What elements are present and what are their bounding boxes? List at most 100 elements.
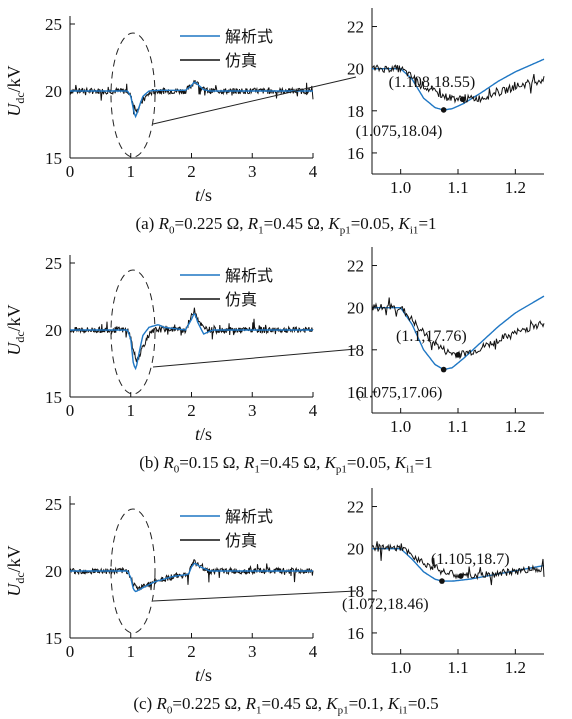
panel-b-zoom-y-tick-label: 16 bbox=[347, 383, 364, 402]
panel-c-zoom-marker-point bbox=[458, 573, 464, 579]
panel-a-main-x-tick-label: 3 bbox=[248, 162, 257, 181]
panel-c-main-x-tick-label: 4 bbox=[309, 642, 318, 661]
panel-b-main-legend-simulation-label: 仿真 bbox=[225, 290, 257, 309]
panel-c-main-y-tick-label: 15 bbox=[45, 629, 62, 648]
caption-a-r1: 0.45 Ω bbox=[273, 214, 320, 233]
caption-a-prefix: (a) bbox=[135, 214, 159, 233]
panel-b-main-x-tick-label: 3 bbox=[248, 401, 257, 420]
panel-a-main-x-tick-label: 4 bbox=[309, 162, 318, 181]
caption-c-r1: 0.45 Ω bbox=[271, 694, 318, 713]
caption-b-r0: 0.15 Ω bbox=[188, 453, 236, 472]
caption-c: (c) R0=0.225 Ω, R1=0.45 Ω, Kp1=0.1, Ki1=… bbox=[133, 694, 439, 717]
panel-b-main-x-tick-label: 2 bbox=[187, 401, 196, 420]
panel-c-main-zoom-ellipse bbox=[110, 508, 156, 634]
panel-a-zoom-marker-point bbox=[440, 107, 447, 113]
panel-b-zoom-x-tick-label: 1.1 bbox=[447, 417, 468, 436]
panel-b-main-series-analytic bbox=[70, 312, 313, 371]
panel-b-main-y-tick-label: 15 bbox=[45, 388, 62, 407]
panel-c-main-x-tick-label: 0 bbox=[66, 642, 75, 661]
panel-c-zoom-x-tick-label: 1.1 bbox=[447, 658, 468, 677]
panel-a-zoom-y-tick-label: 18 bbox=[347, 102, 364, 121]
panel-b-main-zoom-connector bbox=[152, 348, 357, 368]
panel-b-main-x-tick-label: 0 bbox=[66, 401, 75, 420]
panel-a-zoom-point-label: (1.108,18.55) bbox=[389, 74, 476, 91]
panel-c-main-legend-analytic-label: 解析式 bbox=[225, 507, 273, 526]
panel-a-zoom-x-tick-label: 1.1 bbox=[447, 178, 468, 197]
panel-b-main-series-simulation bbox=[69, 307, 314, 363]
panel-c-zoom-x-tick-label: 1.0 bbox=[390, 658, 411, 677]
panel-c-zoom-x-tick-label: 1.2 bbox=[505, 658, 526, 677]
panel-a-main-legend-simulation-label: 仿真 bbox=[225, 51, 257, 70]
panel-a-main-zoom-ellipse bbox=[110, 32, 156, 158]
panel-b-zoom-y-tick-label: 22 bbox=[347, 257, 364, 276]
panel-c-main-x-tick-label: 1 bbox=[127, 642, 136, 661]
panel-c-zoom-marker-point bbox=[439, 578, 445, 584]
caption-c-ki1: 0.5 bbox=[417, 694, 439, 713]
panel-b-zoom-y-tick-label: 20 bbox=[347, 299, 364, 318]
panel-a-main-y-tick-label: 20 bbox=[45, 82, 62, 101]
panel-c-zoom-point-label: (1.105,18.7) bbox=[431, 551, 510, 568]
panel-b-zoom-x-tick-label: 1.2 bbox=[505, 417, 526, 436]
panel-a-zoom-marker-point bbox=[459, 96, 466, 103]
caption-c-r0: 0.225 Ω bbox=[181, 694, 238, 713]
caption-b-prefix: (b) bbox=[139, 453, 164, 472]
panel-c-zoom-point-label: (1.072,18.46) bbox=[342, 596, 429, 613]
caption-b-ki1: 1 bbox=[424, 453, 433, 472]
panel-a-zoom-y-tick-label: 22 bbox=[347, 18, 364, 37]
panel-c-zoom-y-tick-label: 20 bbox=[347, 540, 364, 559]
panel-b-zoom-marker-point bbox=[440, 366, 447, 373]
panel-b-zoom-point-label: (1.1,17.76) bbox=[396, 328, 467, 345]
caption-a-kp1: 0.05 bbox=[360, 214, 391, 233]
panel-a-zoom-series-simulation bbox=[371, 64, 545, 104]
panel-b-zoom-x-tick-label: 1.0 bbox=[390, 417, 411, 436]
panel-c-main-x-tick-label: 2 bbox=[187, 642, 196, 661]
panel-a-main-x-axis-label: t/s bbox=[195, 185, 212, 205]
panel-a-zoom-y-tick-label: 20 bbox=[347, 60, 364, 79]
panel-c-main-zoom-connector bbox=[152, 590, 357, 602]
panel-b-main-y-axis-label: Udc/kV bbox=[4, 304, 27, 355]
panel-a-main-y-tick-label: 15 bbox=[45, 149, 62, 168]
caption-b-kp1: 0.05 bbox=[356, 453, 387, 472]
caption-a: (a) R0=0.225 Ω, R1=0.45 Ω, Kp1=0.05, Ki1… bbox=[135, 214, 437, 237]
panel-b-main-x-tick-label: 1 bbox=[127, 401, 136, 420]
panel-a-main-y-axis-label: Udc/kV bbox=[4, 65, 27, 116]
panel-c-zoom-y-tick-label: 18 bbox=[347, 582, 364, 601]
caption-a-ki1: 1 bbox=[428, 214, 437, 233]
panel-b-zoom-y-tick-label: 18 bbox=[347, 341, 364, 360]
panel-c-main-y-tick-label: 20 bbox=[45, 562, 62, 581]
panel-a-main-legend-analytic-label: 解析式 bbox=[225, 27, 273, 46]
panel-a-main-zoom-connector bbox=[152, 76, 357, 125]
panel-a-main-y-tick-label: 25 bbox=[45, 15, 62, 34]
caption-a-r0: 0.225 Ω bbox=[184, 214, 240, 233]
panel-a-zoom-series-analytic bbox=[372, 58, 545, 111]
panel-a-zoom-y-tick-label: 16 bbox=[347, 144, 364, 163]
panel-a-zoom-x-tick-label: 1.2 bbox=[505, 178, 526, 197]
panel-c-main-series-simulation bbox=[69, 559, 314, 592]
panel-b-main-legend-analytic-label: 解析式 bbox=[225, 266, 273, 285]
caption-c-kp1: 0.1 bbox=[358, 694, 380, 713]
panel-a-zoom-point-label: (1.075,18.04) bbox=[356, 123, 443, 140]
caption-c-prefix: (c) bbox=[133, 694, 157, 713]
panel-c-zoom-y-tick-label: 22 bbox=[347, 498, 364, 517]
panel-c-main-series-analytic bbox=[70, 562, 313, 593]
panel-b-zoom-marker-point bbox=[455, 352, 461, 358]
panel-a-main-x-tick-label: 1 bbox=[127, 162, 136, 181]
panel-a-main-series-analytic bbox=[70, 81, 313, 119]
panel-b-main-x-axis-label: t/s bbox=[195, 424, 212, 444]
panel-c-main-x-tick-label: 3 bbox=[248, 642, 257, 661]
panel-c-zoom-y-tick-label: 16 bbox=[347, 624, 364, 643]
panel-c-main-y-tick-label: 25 bbox=[45, 495, 62, 514]
panel-a-main-x-tick-label: 2 bbox=[187, 162, 196, 181]
panel-b-zoom-point-label: (1.075,17.06) bbox=[356, 385, 443, 402]
caption-b-r1: 0.45 Ω bbox=[269, 453, 317, 472]
panel-a-zoom-x-tick-label: 1.0 bbox=[390, 178, 411, 197]
panel-c-main-x-axis-label: t/s bbox=[195, 665, 212, 685]
caption-b: (b) R0=0.15 Ω, R1=0.45 Ω, Kp1=0.05, Ki1=… bbox=[139, 453, 433, 476]
panel-b-main-y-tick-label: 20 bbox=[45, 321, 62, 340]
panel-c-main-y-axis-label: Udc/kV bbox=[4, 545, 27, 596]
panel-b-main-zoom-ellipse bbox=[110, 269, 156, 395]
panel-c-zoom-series-simulation bbox=[371, 541, 545, 586]
panel-c-main-legend-simulation-label: 仿真 bbox=[225, 531, 257, 550]
panel-b-main-x-tick-label: 4 bbox=[309, 401, 318, 420]
